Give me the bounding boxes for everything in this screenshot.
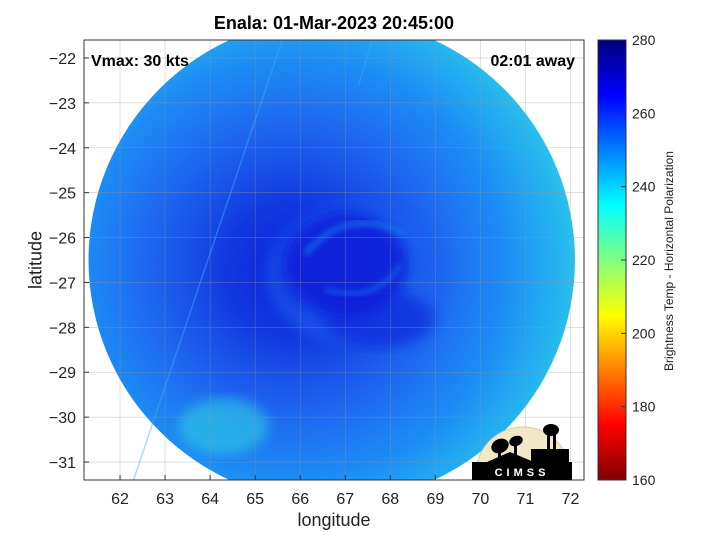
spiral-arm — [302, 220, 407, 257]
y-tick-label: −31 — [49, 455, 76, 472]
x-axis-label: longitude — [297, 510, 371, 530]
cimss-logo-text: CIMSS — [495, 467, 550, 479]
colorbar-tick-label: 260 — [632, 105, 656, 121]
y-tick-label: −23 — [49, 96, 76, 113]
colorbar-label: Brightness Temp - Horizontal Polarizatio… — [662, 151, 676, 371]
x-tick-label: 68 — [381, 491, 399, 508]
microwave-swath — [88, 40, 575, 480]
y-axis-label: latitude — [25, 230, 46, 290]
x-tick-label: 67 — [336, 491, 354, 508]
x-tick-label: 71 — [517, 491, 535, 508]
colorbar-ticks: 280 260 240 220 200 180 160 — [621, 32, 656, 488]
swath-seam — [132, 40, 283, 480]
y-tick-label: −27 — [49, 275, 76, 292]
y-tick-label: −28 — [49, 320, 76, 337]
x-tick-label: 62 — [111, 491, 129, 508]
spiral-arm — [324, 263, 403, 297]
axes-frame — [83, 39, 585, 481]
swath-fringe — [178, 398, 269, 455]
colorbar-tick-label: 200 — [632, 325, 656, 341]
colorbar-tick-label: 180 — [632, 399, 656, 415]
time-away-label: 02:01 away — [490, 53, 575, 70]
x-tick-label: 69 — [426, 491, 444, 508]
x-tick-label: 65 — [246, 491, 264, 508]
x-tick-label: 66 — [291, 491, 309, 508]
x-tick-label: 64 — [201, 491, 219, 508]
plot-title: Enala: 01-Mar-2023 20:45:00 — [213, 13, 455, 33]
gridlines — [84, 40, 584, 480]
y-tick-label: −25 — [49, 186, 76, 203]
y-tick-label: −30 — [49, 410, 76, 427]
colorbar-tick-label: 160 — [632, 472, 656, 488]
cimss-logo: CIMSS — [472, 424, 572, 480]
colorbar: 280 260 240 220 200 180 160 — [597, 32, 656, 488]
rain-band — [325, 291, 436, 348]
colorbar-tick-label: 280 — [632, 32, 656, 48]
y-tick-label: −22 — [49, 51, 76, 68]
y-ticks: −22 −23 −24 −25 −26 −27 −28 −29 −30 −31 — [49, 51, 89, 472]
colorbar-tick-label: 220 — [632, 252, 656, 268]
x-ticks: 62 63 64 65 66 67 68 69 70 71 72 — [111, 475, 579, 508]
x-tick-label: 63 — [156, 491, 174, 508]
y-tick-label: −29 — [49, 365, 76, 382]
y-tick-label: −26 — [49, 231, 76, 248]
y-tick-label: −24 — [49, 141, 76, 158]
colorbar-tick-label: 240 — [632, 179, 656, 195]
x-tick-label: 72 — [562, 491, 580, 508]
vmax-label: Vmax: 30 kts — [91, 53, 189, 70]
x-tick-label: 70 — [471, 491, 489, 508]
swath-seam — [358, 40, 374, 86]
